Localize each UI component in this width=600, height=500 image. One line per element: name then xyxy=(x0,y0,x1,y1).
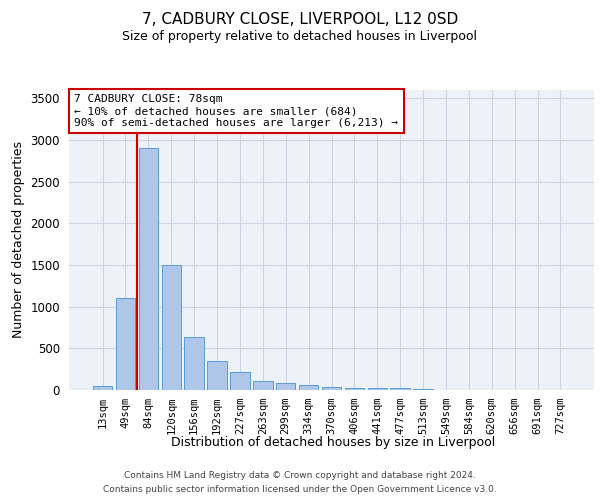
Bar xyxy=(344,388,364,390)
Bar xyxy=(368,388,387,390)
Bar xyxy=(208,361,227,390)
Bar xyxy=(276,382,295,390)
Bar xyxy=(139,148,158,390)
Bar xyxy=(322,387,341,390)
Bar xyxy=(93,386,112,390)
Y-axis label: Number of detached properties: Number of detached properties xyxy=(12,142,25,338)
Bar xyxy=(391,388,410,390)
Bar xyxy=(184,337,204,390)
Bar xyxy=(161,265,181,390)
Bar xyxy=(116,298,135,390)
Bar xyxy=(413,389,433,390)
Text: Distribution of detached houses by size in Liverpool: Distribution of detached houses by size … xyxy=(171,436,495,449)
Text: Contains public sector information licensed under the Open Government Licence v3: Contains public sector information licen… xyxy=(103,484,497,494)
Bar xyxy=(253,381,272,390)
Text: 7 CADBURY CLOSE: 78sqm
← 10% of detached houses are smaller (684)
90% of semi-de: 7 CADBURY CLOSE: 78sqm ← 10% of detached… xyxy=(74,94,398,128)
Text: Size of property relative to detached houses in Liverpool: Size of property relative to detached ho… xyxy=(122,30,478,43)
Bar xyxy=(230,372,250,390)
Bar xyxy=(299,386,319,390)
Text: Contains HM Land Registry data © Crown copyright and database right 2024.: Contains HM Land Registry data © Crown c… xyxy=(124,472,476,480)
Text: 7, CADBURY CLOSE, LIVERPOOL, L12 0SD: 7, CADBURY CLOSE, LIVERPOOL, L12 0SD xyxy=(142,12,458,28)
